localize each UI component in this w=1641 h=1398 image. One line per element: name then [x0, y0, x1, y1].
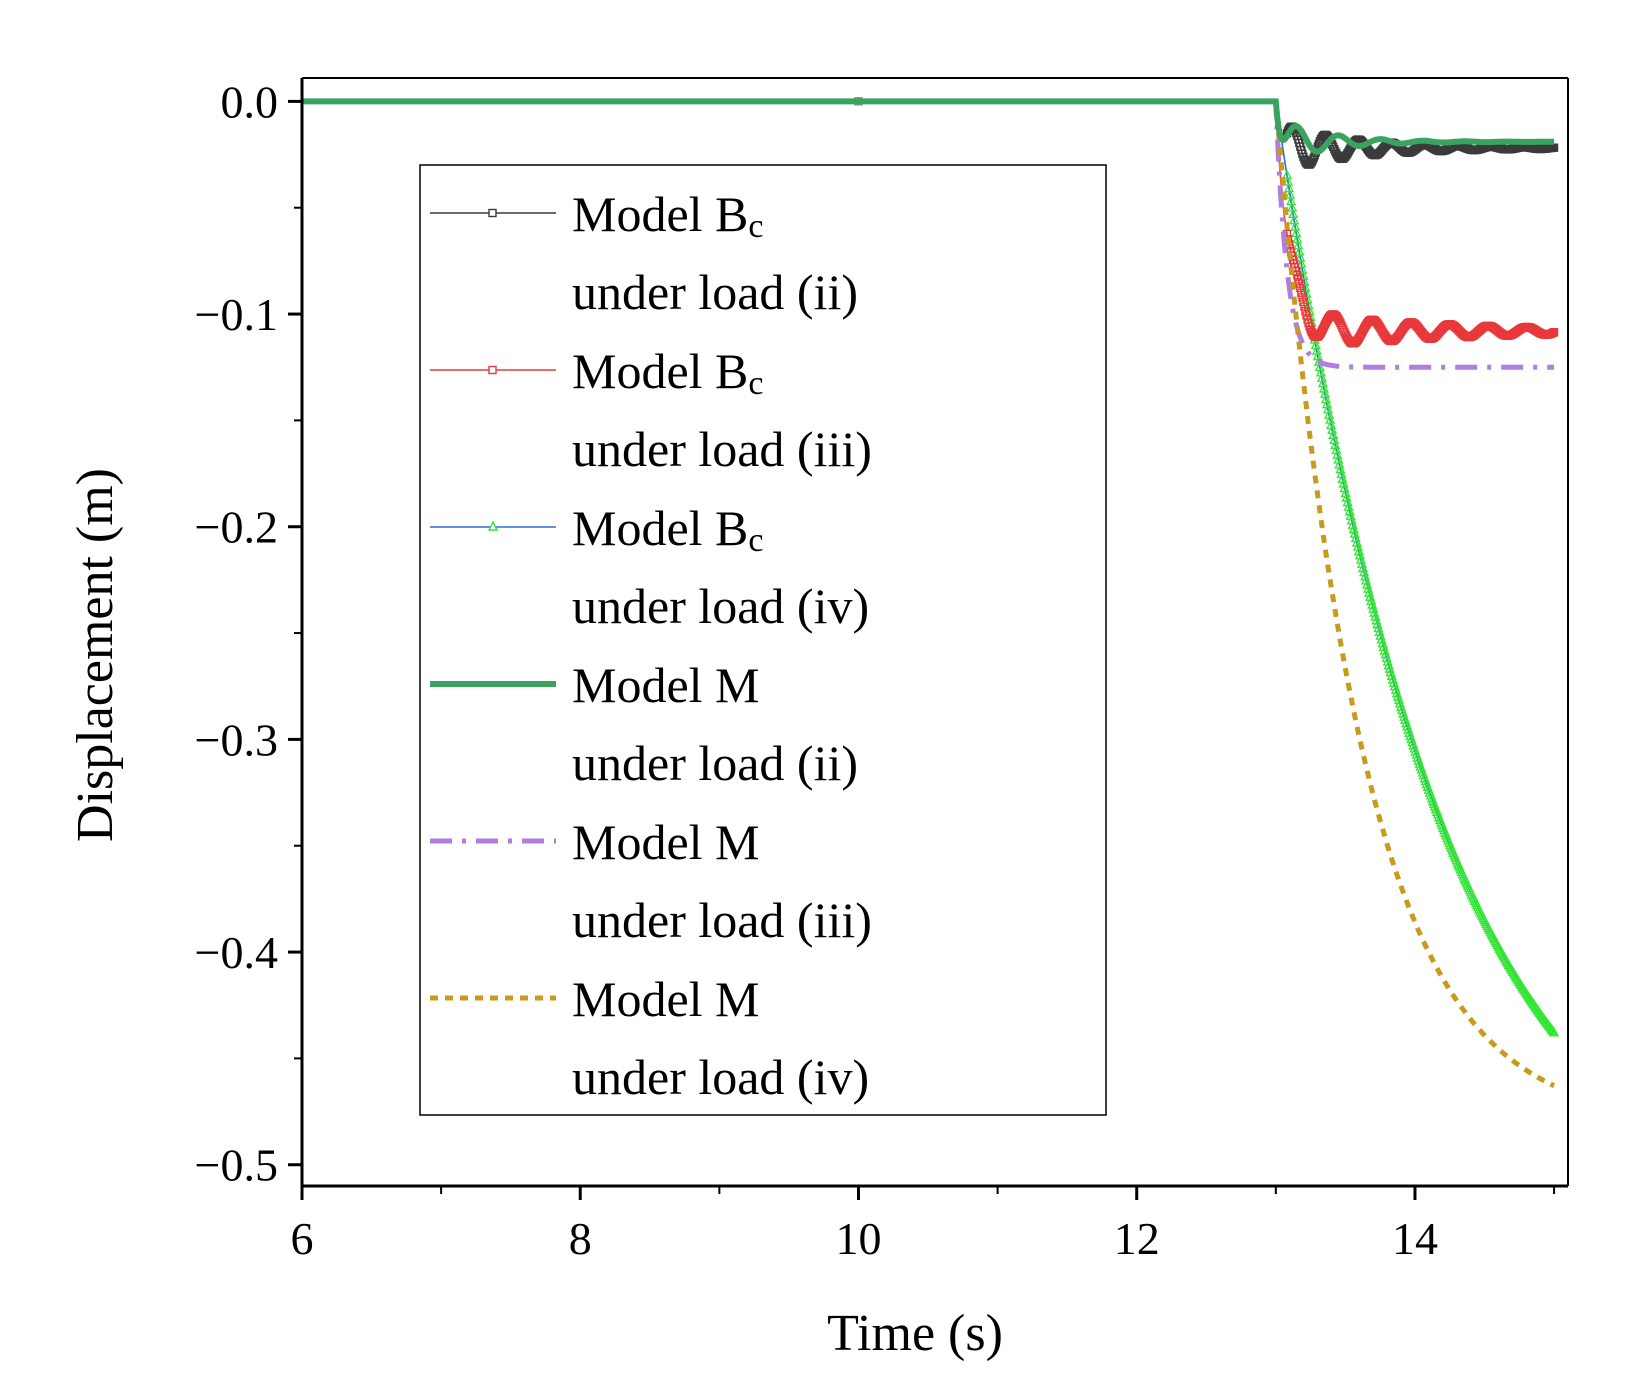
y-tick-label: −0.5: [195, 1140, 278, 1191]
data-marker: [1393, 694, 1405, 705]
data-marker: [1378, 641, 1389, 652]
data-marker: [1379, 645, 1390, 655]
data-marker: [1385, 666, 1396, 677]
legend-box: [419, 164, 1107, 1116]
series-line: [302, 98, 1556, 1088]
data-marker: [1380, 648, 1391, 659]
x-tick-label: 10: [835, 1213, 881, 1264]
data-marker: [1389, 680, 1400, 691]
data-marker: [1382, 656, 1393, 666]
legend-entry-1: Model Bc under load (ii): [430, 186, 858, 320]
y-axis-title: Displacement (m): [67, 468, 124, 842]
data-marker: [1396, 704, 1408, 715]
legend-label-line1: Model Bc: [572, 343, 764, 402]
legend-label-line2: under load (iii): [572, 421, 872, 477]
legend-label-line1: Model Bc: [572, 500, 764, 559]
data-marker: [1367, 599, 1378, 609]
data-marker: [1376, 634, 1387, 644]
series-6: [302, 98, 1556, 1088]
x-tick-label: 8: [569, 1213, 592, 1264]
data-marker: [1371, 614, 1382, 625]
axis-ticks: 6 8 10 12 14 0.0 −0.1 −0.2 −0.3 −0.4 −0.5: [195, 76, 1556, 1264]
data-marker: [1395, 701, 1407, 711]
data-marker: [1298, 293, 1307, 302]
data-marker: [1365, 591, 1376, 601]
legend-marker: [488, 208, 497, 218]
data-marker: [1392, 691, 1404, 701]
series-layer: [302, 97, 1560, 1088]
data-marker: [1549, 1027, 1560, 1037]
y-tick-label: 0.0: [221, 76, 279, 127]
data-marker: [1375, 630, 1386, 640]
y-tick-label: −0.2: [195, 502, 278, 553]
data-marker: [1383, 659, 1394, 670]
x-tick-label: 12: [1114, 1213, 1160, 1264]
y-tick-label: −0.4: [195, 927, 278, 978]
data-marker: [1358, 566, 1370, 577]
data-marker: [1366, 595, 1377, 605]
data-marker: [1549, 327, 1559, 337]
series-line: [302, 98, 1555, 155]
data-marker: [1297, 288, 1306, 297]
data-marker: [1391, 687, 1402, 698]
legend-entry-5: Model M under load (iii): [430, 814, 872, 948]
data-marker: [1368, 603, 1379, 613]
data-marker: [1359, 570, 1371, 581]
legend-label-line2: under load (ii): [572, 264, 858, 320]
data-marker: [1374, 626, 1385, 636]
legend-marker: [488, 365, 497, 375]
data-marker: [1293, 271, 1302, 280]
legend-entry-4: Model M under load (ii): [430, 657, 858, 791]
legend-label-line2: under load (ii): [572, 735, 858, 791]
data-marker: [1372, 618, 1383, 629]
data-marker: [1363, 583, 1374, 593]
data-marker: [1386, 670, 1397, 680]
legend-label-line2: under load (iii): [572, 892, 872, 948]
data-marker: [1388, 677, 1399, 687]
legend-marker: [487, 520, 499, 531]
legend-entry-3: Model Bc under load (iv): [430, 500, 869, 634]
data-marker: [1387, 673, 1398, 684]
legend-label-line1: Model M: [572, 657, 760, 713]
legend-label-line2: under load (iv): [572, 1049, 869, 1105]
data-marker: [1369, 607, 1380, 617]
legend-entry-6: Model M under load (iv): [430, 971, 869, 1105]
data-marker: [1364, 587, 1375, 597]
legend-label-line1: Model M: [572, 971, 760, 1027]
data-marker: [1308, 156, 1317, 165]
data-marker: [1309, 153, 1318, 163]
data-marker: [1377, 637, 1388, 648]
data-marker: [1370, 611, 1381, 621]
y-tick-label: −0.3: [195, 714, 278, 765]
x-tick-label: 6: [291, 1213, 314, 1264]
legend-label-line2: under load (iv): [572, 578, 869, 634]
data-marker: [1294, 275, 1303, 284]
legend-label-line1: Model Bc: [572, 186, 764, 245]
data-marker: [1360, 575, 1372, 585]
data-marker: [1373, 622, 1384, 633]
legend-label-line1: Model M: [572, 814, 760, 870]
data-marker: [1299, 297, 1308, 307]
plot-frame: [300, 77, 1569, 1188]
data-marker: [1390, 684, 1401, 694]
data-marker: [1295, 279, 1304, 288]
data-marker: [1357, 562, 1369, 573]
data-marker: [1381, 652, 1392, 663]
data-marker: [1384, 663, 1395, 673]
y-tick-label: −0.1: [195, 289, 278, 340]
data-marker: [1300, 302, 1309, 311]
data-marker: [1301, 307, 1310, 316]
series-4: [302, 98, 1555, 155]
data-marker: [1362, 579, 1373, 589]
legend-entry-2: Model Bc under load (iii): [430, 343, 872, 477]
x-axis-title: Time (s): [827, 1305, 1003, 1362]
data-marker: [1394, 697, 1406, 708]
data-marker: [1296, 284, 1305, 293]
x-tick-label: 14: [1392, 1213, 1438, 1264]
legend: Model Bc under load (ii) Model Bc under loa…: [419, 164, 1107, 1116]
